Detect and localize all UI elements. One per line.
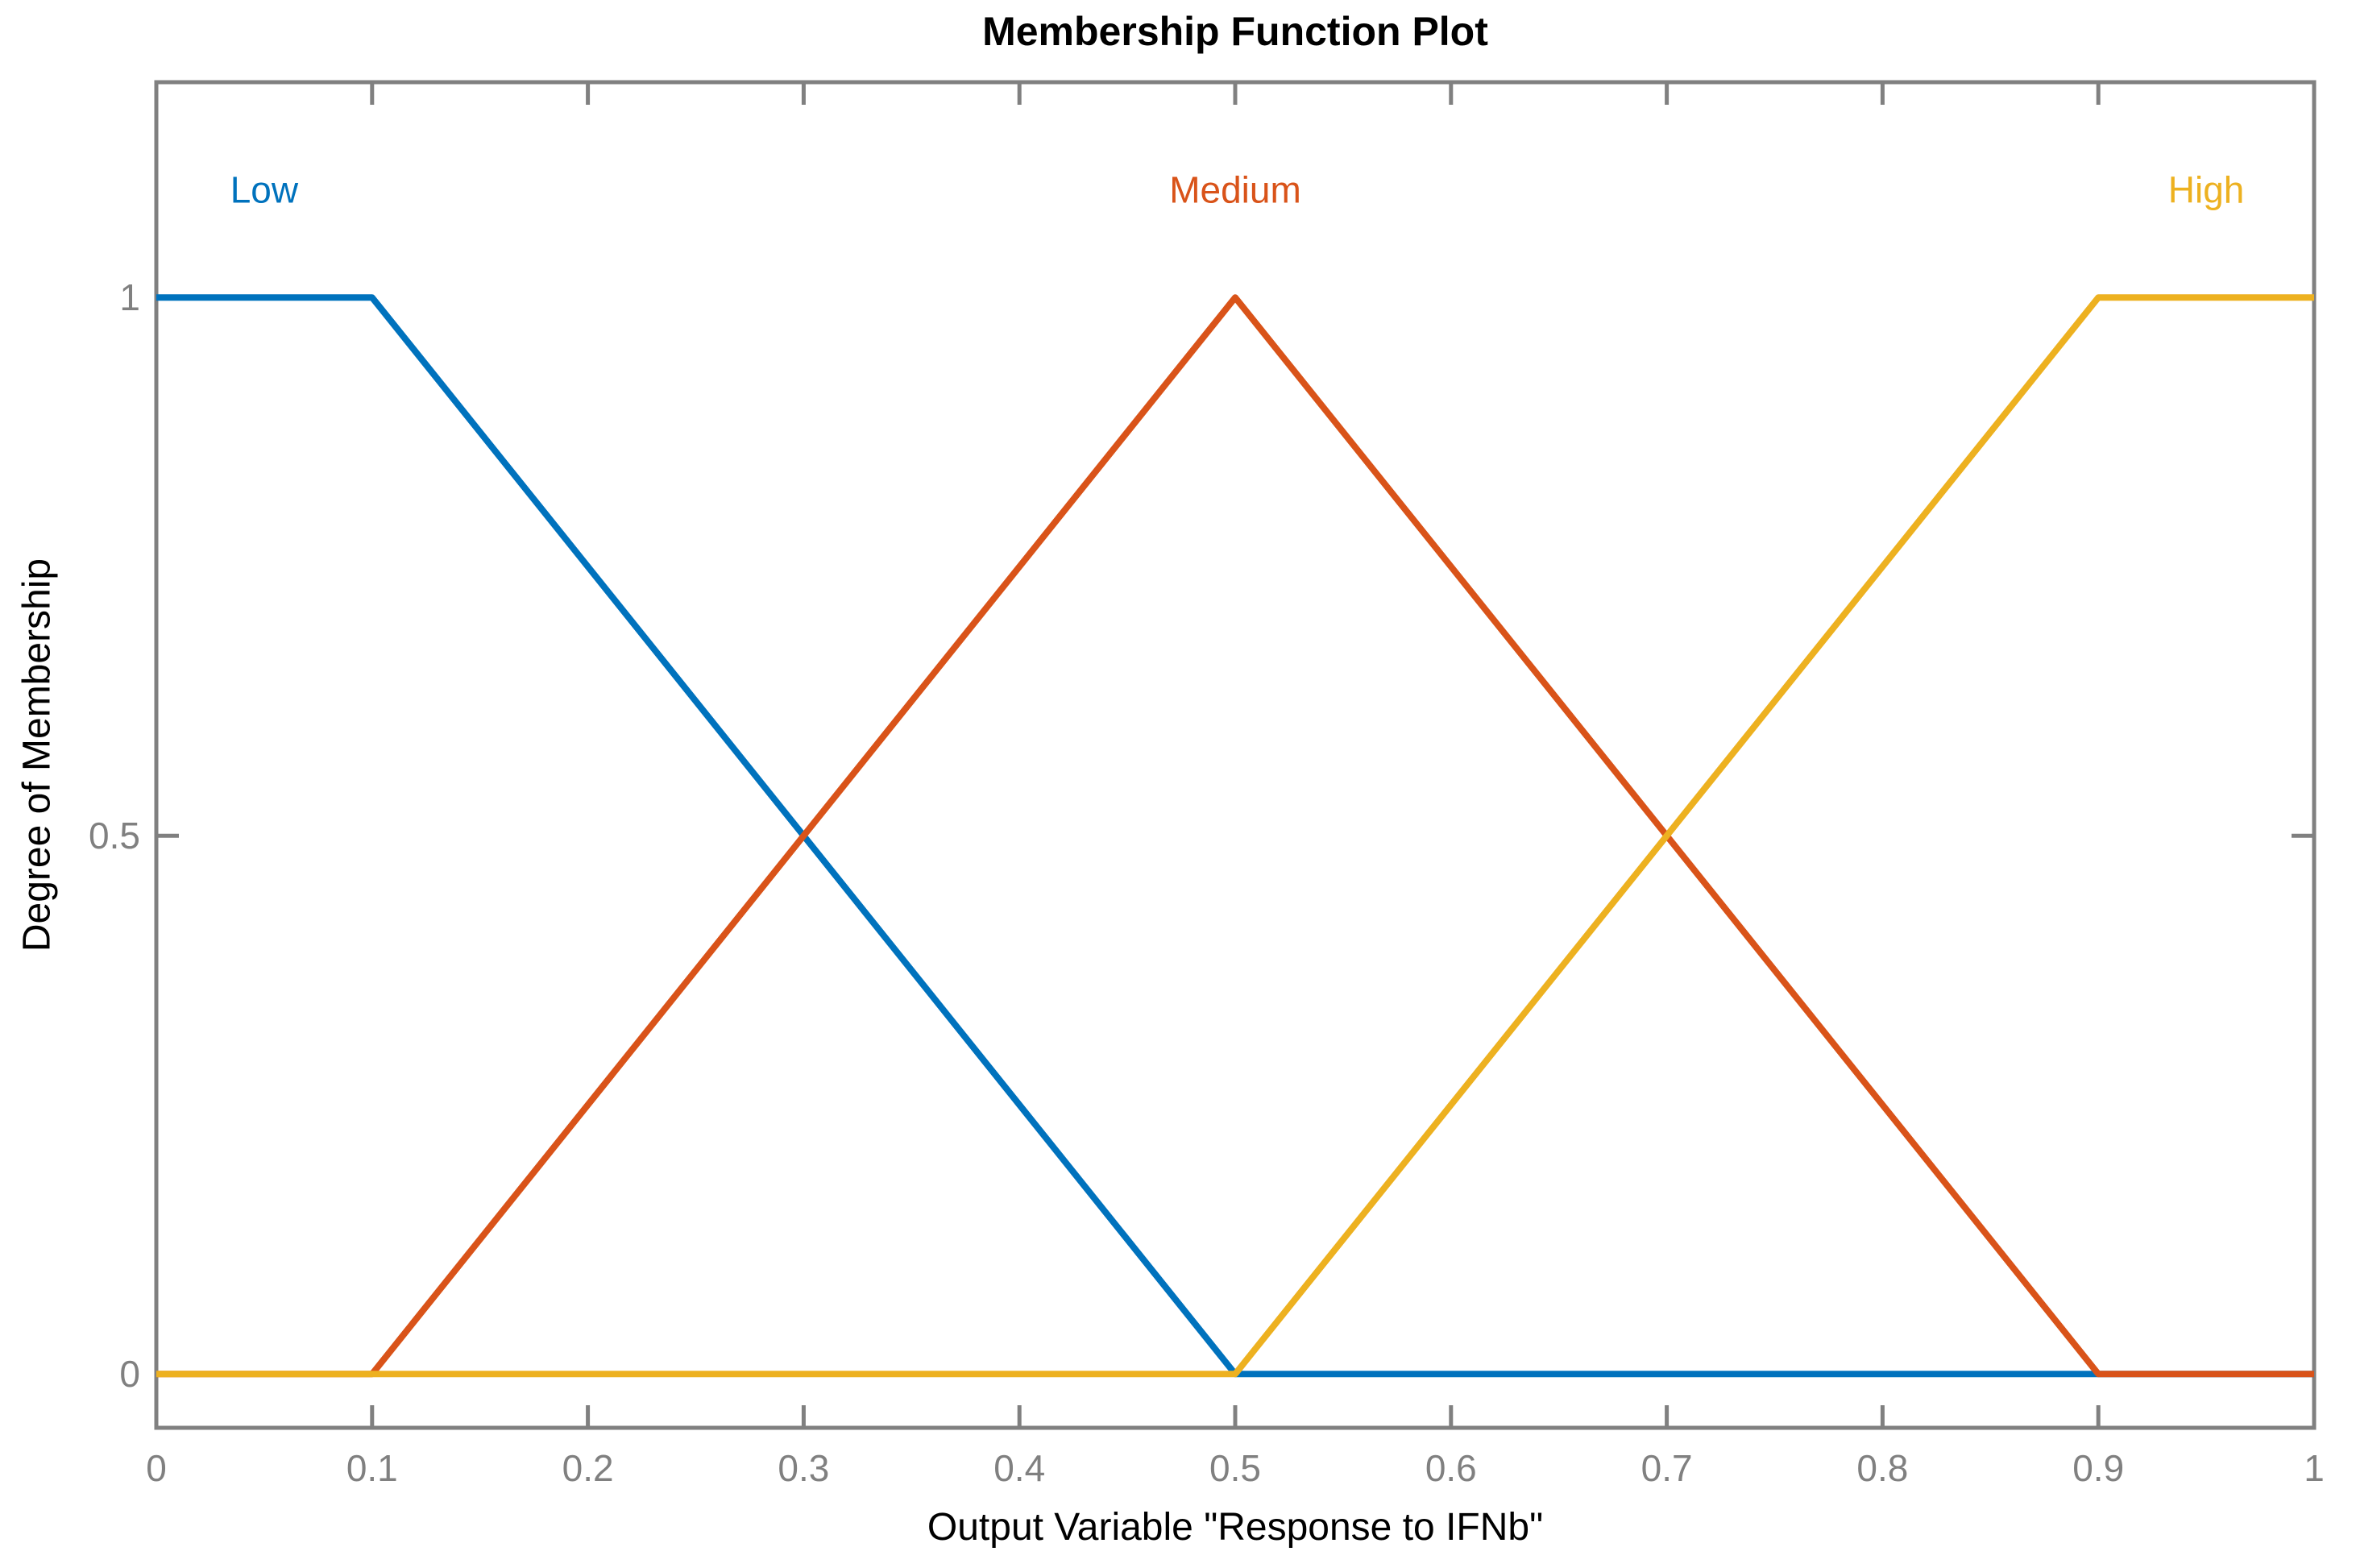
x-tick-label: 0.7 <box>1641 1447 1693 1489</box>
mf-curve-low <box>156 294 2314 1378</box>
plot-box <box>154 80 2317 1430</box>
x-tick-label: 0 <box>146 1447 167 1489</box>
mf-label-medium: Medium <box>1169 169 1301 211</box>
x-tick-label: 0.2 <box>562 1447 614 1489</box>
x-tick-label: 0.4 <box>993 1447 1045 1489</box>
mf-label-low: Low <box>230 169 299 211</box>
y-tick-label: 0.5 <box>89 815 140 857</box>
chart-title: Membership Function Plot <box>982 9 1488 54</box>
y-axis-label: Degree of Membership <box>15 558 59 952</box>
x-axis-label: Output Variable "Response to IFNb" <box>927 1506 1544 1549</box>
mf-label-high: High <box>2168 169 2245 211</box>
x-tick-label: 0.6 <box>1425 1447 1477 1489</box>
x-tick-label: 0.9 <box>2072 1447 2124 1489</box>
x-tick-label: 0.3 <box>778 1447 829 1489</box>
mf-curve-high <box>156 294 2314 1378</box>
y-tick-label: 1 <box>119 276 140 318</box>
y-tick-label: 0 <box>119 1353 140 1395</box>
x-tick-label: 0.5 <box>1209 1447 1261 1489</box>
x-tick-label: 1 <box>2304 1447 2325 1489</box>
mf-curve-medium <box>156 294 2314 1378</box>
x-tick-label: 0.8 <box>1856 1447 1908 1489</box>
x-tick-label: 0.1 <box>346 1447 398 1489</box>
